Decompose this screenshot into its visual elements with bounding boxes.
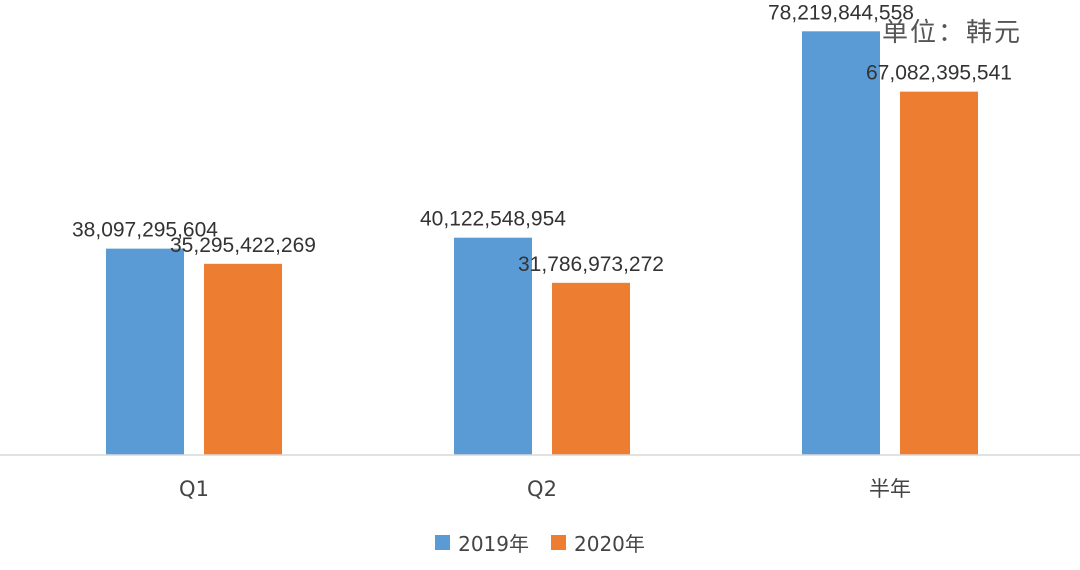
bar-Q1-2019年 xyxy=(106,248,184,455)
data-label-半年-2019年: 78,219,844,558 xyxy=(768,1,914,24)
bar-Q1-2020年 xyxy=(204,263,282,455)
legend-item-2019[interactable]: 2019年 xyxy=(435,528,529,557)
legend-swatch-2019 xyxy=(435,535,451,550)
data-label-Q1-2019年: 38,097,295,604 xyxy=(72,219,218,242)
legend-label-2020: 2020年 xyxy=(574,532,645,556)
data-label-半年-2020年: 67,082,395,541 xyxy=(866,62,1012,85)
bars-group xyxy=(106,31,978,456)
bar-半年-2019年 xyxy=(802,31,880,456)
x-tick-label-Q1: Q1 xyxy=(179,477,209,501)
bar-半年-2020年 xyxy=(900,91,978,455)
x-tick-labels-group: Q1 Q2 半年 xyxy=(179,477,911,501)
x-tick-label-Q2: Q2 xyxy=(527,477,557,501)
legend: 2019年 2020年 xyxy=(0,528,1080,557)
legend-swatch-2020 xyxy=(551,535,566,550)
x-tick-label-半年: 半年 xyxy=(869,477,911,501)
data-label-Q2-2020年: 31,786,973,272 xyxy=(518,253,664,276)
legend-label-2019: 2019年 xyxy=(458,532,529,556)
data-label-Q1-2020年: 35,295,422,269 xyxy=(170,234,316,257)
data-label-Q2-2019年: 40,122,548,954 xyxy=(420,208,566,231)
bar-Q2-2019年 xyxy=(454,237,532,455)
legend-item-2020[interactable]: 2020年 xyxy=(551,528,645,557)
bar-Q2-2020年 xyxy=(552,282,630,455)
unit-label: 单位：韩元 xyxy=(881,18,1022,48)
